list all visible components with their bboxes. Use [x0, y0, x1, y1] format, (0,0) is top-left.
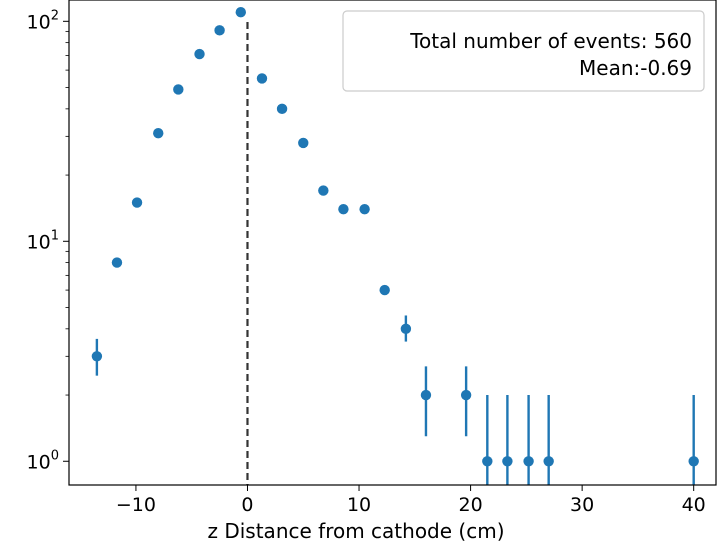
x-tick-label-2: 10	[347, 494, 371, 516]
data-point-9	[276, 103, 288, 115]
data-point-13	[359, 203, 370, 215]
data-point-7	[235, 7, 246, 18]
legend-line-total-events: Total number of events: 560	[409, 29, 692, 53]
data-point-12	[338, 203, 349, 215]
data-point-11	[318, 185, 329, 196]
x-tick-label-1: 0	[241, 494, 253, 516]
data-point-1	[111, 257, 123, 268]
x-tick-label-5: 40	[682, 494, 706, 516]
data-point-15	[400, 323, 412, 335]
data-point-18	[482, 456, 493, 467]
data-point-19	[502, 456, 513, 467]
data-point-6	[214, 25, 225, 36]
y-tick-label-1: 101	[27, 228, 59, 253]
data-point-17	[460, 389, 472, 401]
data-point-5	[194, 48, 205, 60]
data-point-0	[91, 351, 103, 362]
data-point-8	[256, 73, 268, 84]
plot-frame	[68, 0, 717, 486]
data-point-20	[523, 456, 534, 467]
legend-box	[342, 10, 705, 92]
data-point-10	[298, 137, 309, 149]
data-point-22	[688, 456, 699, 467]
x-axis-title: z Distance from cathode (cm)	[207, 519, 504, 543]
legend: Total number of events: 560 Mean:-0.69	[342, 10, 705, 92]
legend-line-mean: Mean:-0.69	[579, 56, 692, 80]
y-tick-label-0: 100	[27, 448, 59, 473]
x-tick-label-3: 20	[458, 494, 482, 516]
data-marks-layer	[91, 7, 699, 485]
x-tick-label-0: −10	[116, 494, 156, 516]
data-point-2	[131, 197, 143, 208]
data-point-21	[543, 456, 554, 467]
x-tick-label-4: 30	[570, 494, 594, 516]
y-tick-label-2: 102	[27, 8, 59, 33]
data-point-14	[379, 284, 390, 296]
data-point-16	[420, 389, 432, 401]
x-axis: −10 0 10 20 30 40	[116, 485, 706, 516]
data-point-3	[153, 128, 164, 139]
y-axis: 100 101 102	[27, 8, 69, 473]
data-point-4	[173, 84, 184, 95]
